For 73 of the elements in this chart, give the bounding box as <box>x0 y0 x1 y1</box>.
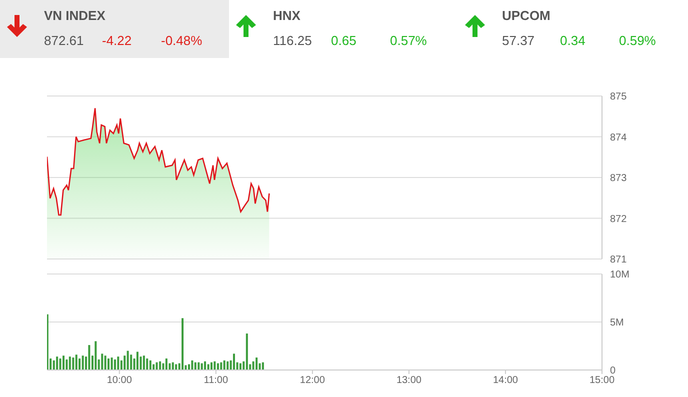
bar <box>226 361 229 370</box>
x-tick-label: 15:00 <box>589 375 615 386</box>
bar <box>220 362 222 370</box>
x-tick-label: 14:00 <box>492 375 518 386</box>
bar <box>159 361 162 370</box>
bar <box>204 361 206 370</box>
bar <box>194 362 196 370</box>
bar <box>191 360 194 370</box>
text: HNX <box>273 8 300 23</box>
bar <box>232 354 235 370</box>
text: 0.34 <box>560 33 586 48</box>
bar <box>59 358 62 370</box>
text: -0.48% <box>161 33 202 48</box>
text: VN INDEX <box>44 8 106 23</box>
bar <box>256 358 258 370</box>
y-tick-label: 10M <box>610 270 630 281</box>
x-tick-label: 10:00 <box>106 375 132 386</box>
bar <box>198 362 200 370</box>
bar <box>108 358 110 370</box>
text: -4.22 <box>102 33 132 48</box>
bar <box>126 350 129 370</box>
bar <box>182 318 184 370</box>
text: 57.37 <box>502 33 535 48</box>
bar <box>88 345 90 370</box>
y-tick-label: 871 <box>610 254 628 266</box>
text: 0.59% <box>619 33 656 48</box>
y-tick-label: 0 <box>610 366 616 377</box>
x-tick-label: 11:00 <box>204 375 228 386</box>
bar <box>104 356 106 370</box>
bar <box>175 364 178 370</box>
bar <box>136 352 138 370</box>
y-tick-label: 874 <box>610 132 628 144</box>
bar <box>165 358 168 370</box>
bar <box>82 356 84 370</box>
bar <box>152 364 155 370</box>
text: 0.65 <box>331 33 356 48</box>
bar <box>94 341 97 370</box>
x-tick-label: 13:00 <box>396 375 422 386</box>
y-tick-label: 875 <box>610 92 628 103</box>
bar <box>72 358 74 370</box>
bar <box>78 358 81 370</box>
bar <box>130 354 132 370</box>
y-tick-label: 873 <box>610 173 628 184</box>
text: 116.25 <box>273 33 312 48</box>
bar <box>246 334 248 370</box>
bar <box>214 361 216 370</box>
bar <box>210 362 212 370</box>
y-tick-label: 872 <box>610 214 628 225</box>
bar <box>66 359 68 370</box>
text: UPCOM <box>502 8 550 23</box>
bar <box>56 356 58 370</box>
bar <box>188 364 190 370</box>
bar <box>156 362 158 370</box>
bar <box>62 356 65 370</box>
bar <box>172 362 174 370</box>
bar <box>252 361 254 370</box>
bar <box>68 356 71 370</box>
bar <box>262 362 264 370</box>
text: 872.61 <box>44 33 84 48</box>
text: 0.57% <box>390 33 427 48</box>
bar <box>146 358 148 370</box>
bar <box>223 360 226 370</box>
bar <box>117 356 120 370</box>
bar <box>142 356 145 370</box>
bar <box>52 360 55 370</box>
bar <box>207 364 210 370</box>
bar <box>114 359 116 370</box>
bar <box>149 360 152 370</box>
y-tick-label: 5M <box>610 318 624 329</box>
bar <box>75 354 78 370</box>
bar <box>110 358 113 370</box>
x-tick-label: 12:00 <box>300 375 326 386</box>
bar <box>101 354 104 370</box>
